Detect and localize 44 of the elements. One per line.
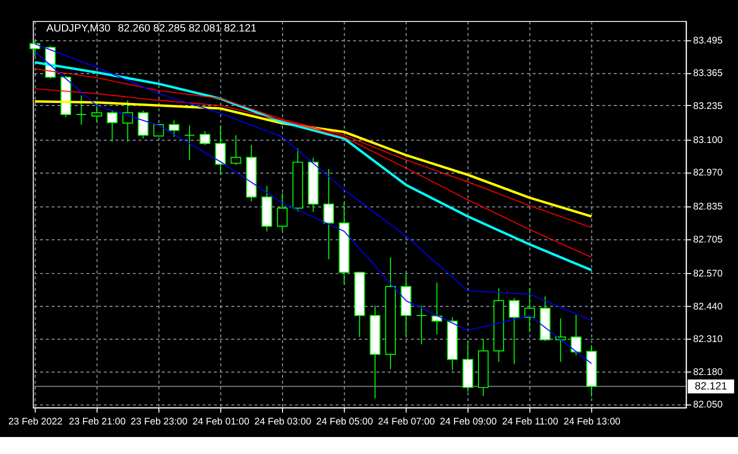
x-tick-label: 24 Feb 11:00 <box>502 416 558 428</box>
candlestick <box>184 124 195 160</box>
candlestick <box>153 124 164 136</box>
x-tick-label: 24 Feb 03:00 <box>254 416 312 428</box>
line-series <box>34 100 593 218</box>
candlestick <box>168 120 180 138</box>
candlestick <box>276 192 288 232</box>
candlestick <box>106 110 118 142</box>
candlestick <box>323 168 334 260</box>
candlestick <box>230 134 242 166</box>
candlestick <box>432 282 442 335</box>
x-tick-label: 24 Feb 09:00 <box>440 416 497 428</box>
x-tick-label: 23 Feb 23:00 <box>130 416 188 428</box>
chart-title: AUDJPY,M30 <box>46 22 111 35</box>
candlestick <box>200 130 210 146</box>
candlestick <box>138 110 148 139</box>
chart-subtitle: 82.260 82.285 82.081 82.121 <box>118 22 257 35</box>
candlestick <box>91 102 102 123</box>
y-tick-label: 83.365 <box>693 68 723 80</box>
x-tick-label: 24 Feb 05:00 <box>316 416 374 428</box>
candlestick <box>215 124 226 176</box>
y-tick-label: 82.705 <box>693 234 723 246</box>
x-tick-label: 24 Feb 07:00 <box>378 416 435 428</box>
y-tick-label: 82.440 <box>693 301 723 312</box>
ref-line-label: 82.121 <box>694 380 728 392</box>
y-tick-label: 82.310 <box>693 334 723 346</box>
y-tick-label: 83.235 <box>693 100 723 112</box>
candlestick <box>570 314 582 356</box>
y-tick-label: 83.495 <box>693 35 723 46</box>
x-tick-label: 23 Feb 21:00 <box>68 416 126 428</box>
y-tick-label: 83.100 <box>693 134 723 146</box>
y-tick-label: 82.835 <box>693 202 723 213</box>
y-tick-label: 82.050 <box>693 400 723 411</box>
x-tick-label: 24 Feb 13:00 <box>564 416 620 428</box>
y-tick-label: 82.180 <box>693 366 723 378</box>
x-tick-label: 23 Feb 2022 <box>8 416 62 428</box>
candlestick <box>76 94 87 126</box>
x-tick-label: 24 Feb 01:00 <box>192 416 250 428</box>
y-tick-label: 82.970 <box>693 168 723 179</box>
y-tick-label: 82.570 <box>693 268 723 280</box>
candlestick <box>508 298 520 365</box>
candlestick <box>524 288 535 333</box>
line-series <box>34 61 593 272</box>
candlestick <box>416 305 427 345</box>
